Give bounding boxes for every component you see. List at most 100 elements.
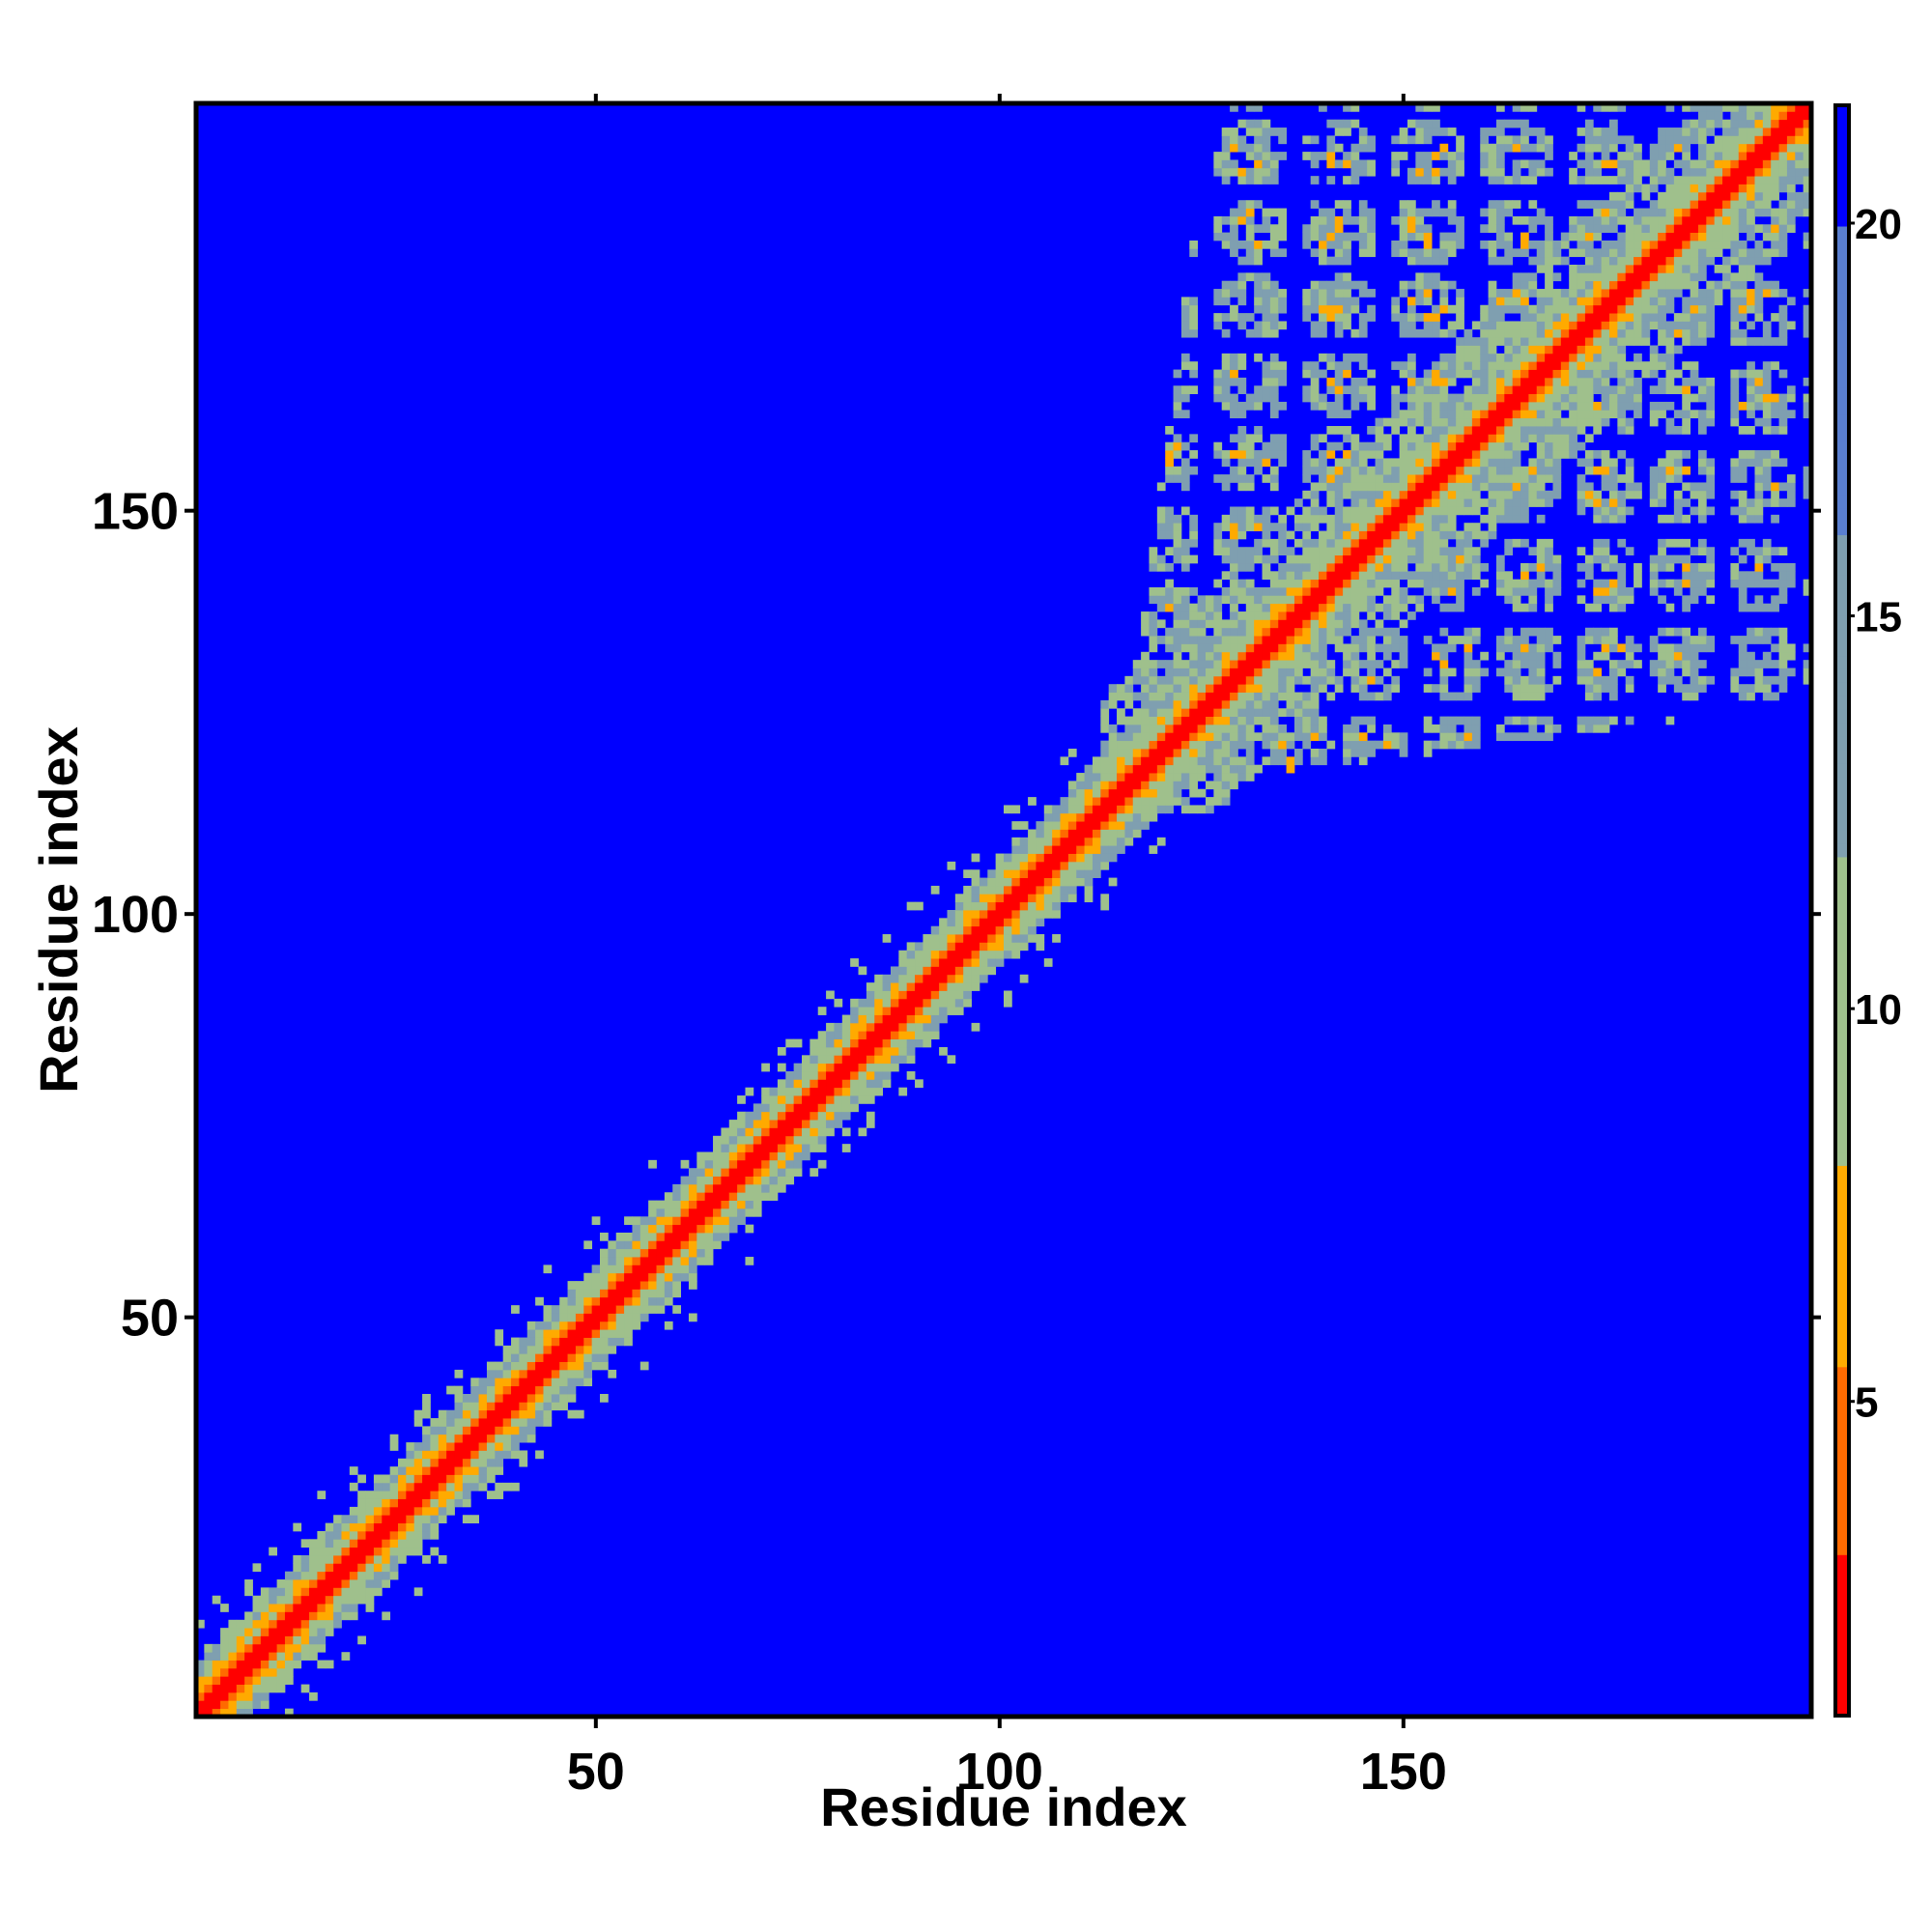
heatmap-cell <box>915 958 923 967</box>
heatmap-cell <box>1520 651 1529 661</box>
heatmap-cell <box>1262 692 1271 701</box>
heatmap-cell <box>519 1345 528 1354</box>
heatmap-cell <box>1456 732 1464 742</box>
heatmap-cell <box>1520 490 1529 499</box>
heatmap-cell <box>874 1063 883 1072</box>
heatmap-cell <box>1520 321 1529 330</box>
heatmap-cell <box>1658 272 1666 282</box>
heatmap-cell <box>1173 627 1182 637</box>
heatmap-cell <box>1173 369 1182 379</box>
heatmap-cell <box>1269 684 1279 693</box>
heatmap-cell <box>1520 482 1529 492</box>
heatmap-cell <box>1528 562 1538 572</box>
heatmap-cell <box>1254 272 1263 282</box>
heatmap-cell <box>753 1103 762 1113</box>
heatmap-cell <box>785 1071 795 1080</box>
heatmap-cell <box>438 1442 447 1451</box>
heatmap-cell <box>1407 167 1416 177</box>
heatmap-cell <box>1432 538 1440 548</box>
heatmap-cell <box>1334 684 1344 693</box>
heatmap-cell <box>535 1418 544 1427</box>
heatmap-cell <box>1213 788 1223 798</box>
heatmap-cell <box>389 1555 399 1564</box>
heatmap-cell <box>1165 684 1174 693</box>
heatmap-cell <box>1245 675 1255 685</box>
heatmap-cell <box>1471 361 1481 370</box>
heatmap-cell <box>1512 176 1521 185</box>
heatmap-cell <box>1480 159 1489 169</box>
heatmap-cell <box>1180 313 1190 322</box>
heatmap-cell <box>1528 482 1538 492</box>
heatmap-cell <box>1504 514 1514 524</box>
heatmap-cell <box>777 1168 786 1177</box>
heatmap-cell <box>1019 974 1029 983</box>
heatmap-cell <box>1649 232 1659 242</box>
heatmap-cell <box>688 1183 697 1193</box>
heatmap-cell <box>858 1079 867 1089</box>
heatmap-cell <box>567 1378 577 1387</box>
heatmap-cell <box>446 1474 455 1484</box>
heatmap-cell <box>600 1248 609 1258</box>
heatmap-cell <box>430 1498 440 1508</box>
heatmap-cell <box>519 1353 528 1362</box>
heatmap-cell <box>252 1611 262 1621</box>
heatmap-cell <box>1100 756 1110 766</box>
heatmap-cell <box>389 1539 399 1548</box>
heatmap-cell <box>737 1168 746 1177</box>
heatmap-cell <box>559 1385 568 1395</box>
heatmap-cell <box>1326 619 1336 629</box>
heatmap-cell <box>1545 143 1553 153</box>
heatmap-cell <box>737 1159 746 1169</box>
heatmap-cell <box>1625 482 1634 492</box>
heatmap-cell <box>1343 506 1351 516</box>
heatmap-cell <box>1447 232 1457 242</box>
heatmap-cell <box>1141 708 1150 717</box>
heatmap-cell <box>1230 514 1238 524</box>
heatmap-cell <box>858 1007 867 1015</box>
heatmap-cell <box>502 1426 512 1435</box>
heatmap-cell <box>656 1281 666 1290</box>
heatmap-cell <box>1584 328 1594 338</box>
heatmap-cell <box>1690 304 1699 314</box>
heatmap-cell <box>1625 377 1634 386</box>
heatmap-cell <box>430 1515 440 1523</box>
heatmap-cell <box>1319 506 1327 516</box>
heatmap-cell <box>1488 297 1497 306</box>
heatmap-cell <box>1480 321 1489 330</box>
heatmap-cell <box>1230 627 1238 637</box>
heatmap-cell <box>1625 458 1634 468</box>
heatmap-cell <box>947 934 956 943</box>
heatmap-cell <box>1302 458 1312 468</box>
heatmap-cell <box>1569 417 1577 427</box>
heatmap-cell <box>1084 773 1094 781</box>
heatmap-cell <box>1269 434 1279 443</box>
heatmap-cell <box>382 1539 391 1548</box>
heatmap-cell <box>648 1240 657 1250</box>
heatmap-cell <box>1197 660 1207 668</box>
heatmap-cell <box>802 1151 810 1161</box>
heatmap-cell <box>1456 224 1464 233</box>
heatmap-cell <box>406 1506 415 1516</box>
heatmap-cell <box>317 1643 327 1653</box>
heatmap-cell <box>1520 498 1529 507</box>
heatmap-cell <box>575 1281 584 1290</box>
heatmap-cell <box>1278 732 1287 742</box>
heatmap-cell <box>1278 530 1287 540</box>
heatmap-cell <box>1165 740 1174 750</box>
heatmap-cell <box>850 1038 859 1048</box>
heatmap-cell <box>688 1176 697 1185</box>
heatmap-cell <box>1439 643 1449 653</box>
heatmap-cell <box>1189 708 1199 717</box>
heatmap-cell <box>1237 627 1247 637</box>
heatmap-cell <box>1262 215 1271 225</box>
heatmap-cell <box>1221 773 1231 781</box>
heatmap-cell <box>704 1159 714 1169</box>
heatmap-cell <box>1343 289 1351 298</box>
heatmap-cell <box>413 1522 423 1532</box>
heatmap-cell <box>1471 571 1481 581</box>
heatmap-cell <box>276 1579 286 1588</box>
heatmap-cell <box>1601 498 1610 507</box>
heatmap-cell <box>1237 692 1247 701</box>
heatmap-cell <box>1495 135 1505 145</box>
heatmap-cell <box>1156 732 1166 742</box>
